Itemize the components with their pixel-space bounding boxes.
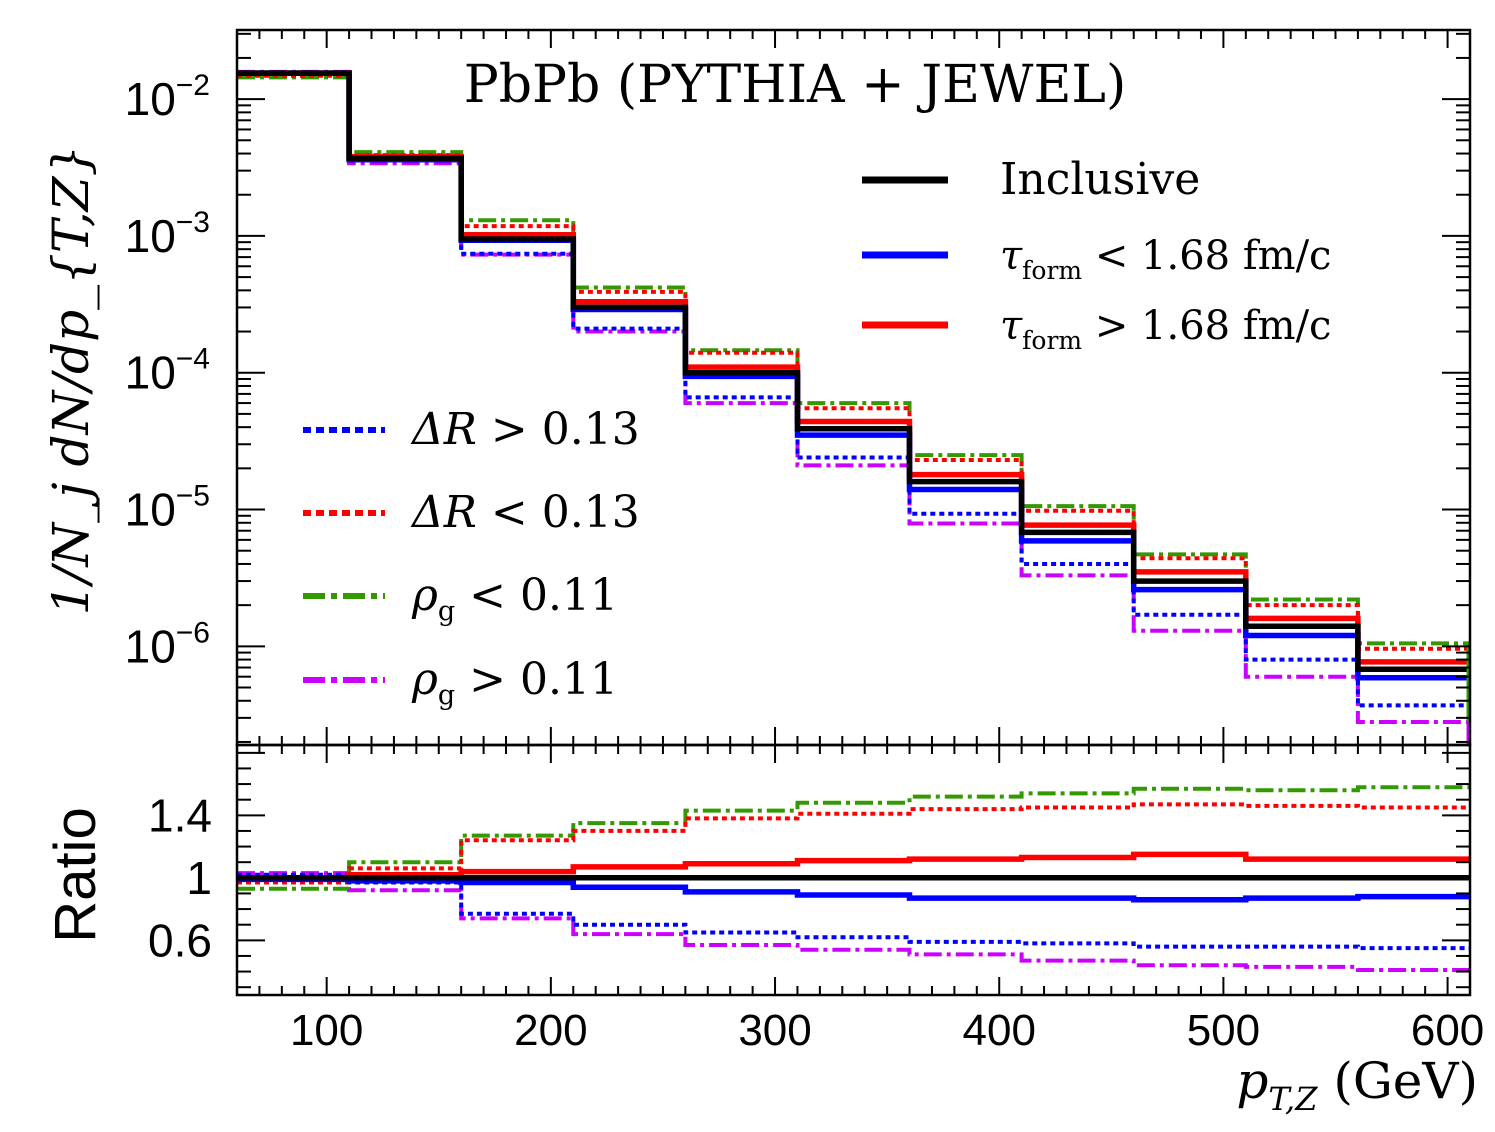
- legend-label-main: Inclusive: [1000, 154, 1200, 205]
- ratio-series-group: [237, 785, 1470, 972]
- y-tick-label-exponent: −2: [176, 69, 210, 102]
- legend-label: ρg < 0.11: [411, 570, 618, 627]
- y-tick-label-exponent: −5: [176, 480, 210, 513]
- x-tick-label: 300: [738, 1006, 811, 1055]
- legend-label: ΔR > 0.13: [410, 404, 640, 455]
- legend-label: τform < 1.68 fm/c: [1000, 233, 1331, 285]
- series-line: [237, 70, 1470, 672]
- ratio-tick-label: 0.6: [148, 914, 212, 966]
- ratio-tick-label: 1.4: [148, 789, 212, 841]
- x-axis-label: pT,Z (GeV): [1236, 1052, 1478, 1118]
- ratio-line: [237, 871, 1470, 972]
- x-tick-label: 200: [514, 1006, 587, 1055]
- x-axis-label-unit: (GeV): [1317, 1052, 1478, 1110]
- y-tick-label-exponent: −6: [176, 616, 210, 649]
- legend-label-main: ρ: [411, 654, 438, 705]
- x-tick-label: 100: [290, 1006, 363, 1055]
- ratio-line: [237, 802, 1470, 885]
- x-axis-label-sub: T,Z: [1268, 1080, 1318, 1118]
- legend-label-main: ρ: [411, 570, 438, 621]
- y-tick-label-exponent: −3: [176, 206, 210, 239]
- x-axis-label-main: p: [1236, 1052, 1268, 1110]
- ratio-axis-label: Ratio: [43, 807, 108, 942]
- legend-label-rest: < 1.68 fm/c: [1082, 233, 1331, 279]
- legend-label-rest: > 0.13: [477, 404, 640, 455]
- legend-label: Inclusive: [1000, 154, 1200, 205]
- y-tick-label-base: 10: [125, 73, 176, 125]
- series-line: [237, 71, 1470, 708]
- y-tick-label: 10−3: [125, 206, 210, 262]
- legend-label: ρg > 0.11: [411, 654, 618, 711]
- y-tick-label: 10−4: [125, 343, 210, 399]
- legend-label-sub: g: [438, 596, 455, 627]
- y-axis-label: 1/N_j dN/dp_{T,Z}: [42, 145, 100, 616]
- legend-label: ΔR < 0.13: [410, 487, 640, 538]
- y-tick-label: 10−2: [125, 69, 210, 125]
- legend-label-rest: > 1.68 fm/c: [1082, 303, 1331, 349]
- y-tick-label-exponent: −4: [176, 343, 210, 376]
- x-tick-label: 600: [1411, 1006, 1484, 1055]
- chart-title: PbPb (PYTHIA + JEWEL): [464, 55, 1126, 115]
- ratio-panel-frame: [235, 743, 1472, 997]
- legend-label-main: ΔR: [410, 487, 477, 538]
- y-tick-label-base: 10: [125, 620, 176, 672]
- legend-label-main: ΔR: [410, 404, 477, 455]
- x-tick-label: 500: [1187, 1006, 1260, 1055]
- y-tick-label: 10−5: [125, 480, 210, 536]
- legend-label-sub: g: [438, 680, 455, 711]
- ratio-line: [237, 872, 1470, 951]
- spectrum-series-group: [237, 69, 1470, 745]
- y-tick-label-base: 10: [125, 347, 176, 399]
- legend-label-rest: < 0.11: [455, 570, 618, 621]
- ratio-line: [237, 785, 1470, 891]
- y-tick-label-base: 10: [125, 210, 176, 262]
- x-tick-label: 400: [963, 1006, 1036, 1055]
- legend-label-rest: < 0.13: [477, 487, 640, 538]
- legend-label-rest: > 0.11: [455, 654, 618, 705]
- ratio-tick-label: 1: [186, 852, 212, 904]
- y-tick-label: 10−6: [125, 616, 210, 672]
- legend-label-main: τ: [1000, 303, 1023, 349]
- legend-label-sub: form: [1022, 326, 1082, 355]
- legend-label-main: τ: [1000, 233, 1023, 279]
- axes: 100 200 300 400 500 60010−210−310−410−510−60.…: [125, 28, 1484, 1055]
- ratio-line: [237, 876, 1470, 903]
- y-tick-label-base: 10: [125, 484, 176, 536]
- ratio-line: [237, 851, 1470, 881]
- legend-label: τform > 1.68 fm/c: [1000, 303, 1331, 355]
- legend-label-sub: form: [1022, 256, 1082, 285]
